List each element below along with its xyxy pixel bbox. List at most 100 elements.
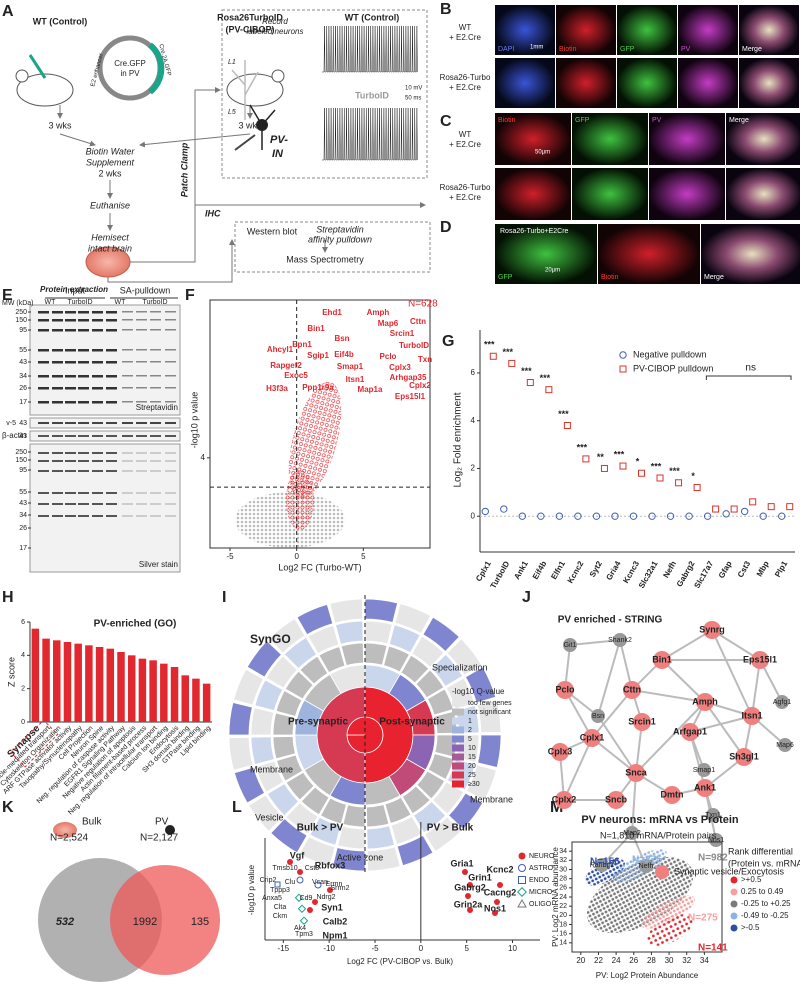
gene-label: Kcnc2	[486, 864, 513, 874]
blot-band	[150, 515, 161, 517]
legend-swatch	[655, 865, 669, 879]
blot-band	[52, 503, 63, 505]
x-tick-label: -5	[226, 552, 234, 561]
blot-band	[78, 401, 89, 404]
gene-label: Ehd1	[322, 308, 342, 317]
gene-label: Srrm2	[330, 885, 349, 892]
blot-band	[38, 319, 49, 322]
blot-band	[52, 422, 63, 424]
sunburst-segment	[285, 771, 315, 801]
micrograph	[678, 5, 738, 55]
x-tick-label: Ank1	[512, 559, 530, 581]
blot-band	[150, 492, 161, 494]
label: WT	[115, 299, 127, 306]
y-tick-label: 28	[559, 876, 567, 883]
label: Biotin Water	[86, 146, 136, 156]
node-label: Bsn	[592, 713, 604, 720]
legend-label: 0.25 to 0.49	[741, 887, 784, 896]
micrograph	[726, 113, 800, 165]
network-node	[625, 826, 639, 840]
x-tick-label: 20	[576, 956, 585, 965]
label: 150	[15, 457, 27, 464]
sunburst-segment	[477, 734, 502, 769]
significance: *	[636, 457, 640, 467]
network-edge	[569, 639, 621, 646]
x-tick-label: 34	[700, 956, 709, 965]
dot	[767, 503, 775, 511]
x-tick-label: Eif4b	[531, 559, 549, 581]
count-label: N=156	[590, 857, 620, 868]
label: PV: Log2 Protein Abundance	[596, 971, 699, 980]
blot-band	[106, 452, 117, 454]
legend-label: NEURO	[529, 853, 555, 860]
blot-band	[136, 492, 147, 494]
blot-band	[106, 387, 117, 390]
blot-band	[38, 401, 49, 404]
y-tick-label: 22	[559, 903, 567, 910]
count-label: N=275	[632, 855, 662, 866]
node-label: Snca	[625, 767, 648, 777]
gene-label: Ermn	[326, 881, 343, 888]
gene-label: Cttn	[410, 317, 426, 326]
legend-label: MICRO	[529, 889, 553, 896]
label: 55	[19, 489, 27, 496]
label: 150	[15, 317, 27, 324]
blot-band	[122, 470, 133, 472]
network-node	[735, 748, 753, 766]
gene-label: Itsn1	[346, 375, 365, 384]
sunburst-segment	[388, 624, 421, 654]
label: (PV-CIBOP)	[225, 24, 274, 34]
label: Bulk	[82, 817, 102, 828]
blot-band	[150, 401, 161, 403]
gene-label: Calb2	[323, 916, 348, 926]
gene-label: Nos1	[484, 903, 506, 913]
bar	[138, 658, 147, 722]
legend-label: ENDO	[529, 877, 550, 884]
node-label: Agfg1	[773, 699, 791, 706]
blot-band	[92, 311, 103, 314]
blot-band	[165, 460, 176, 462]
bar	[42, 638, 50, 722]
channel-label: Merge	[729, 117, 749, 124]
label: L1	[228, 59, 236, 66]
label: Rank differential	[728, 846, 793, 856]
label: Membrane	[470, 794, 513, 804]
sunburst-segment	[228, 736, 254, 771]
label: 55	[19, 347, 27, 354]
gene-label: Arhgap35	[390, 373, 427, 382]
dot	[675, 479, 683, 487]
y-tick-label: 0	[21, 719, 25, 726]
blot-band	[92, 375, 103, 378]
blot-band	[165, 492, 176, 494]
gene-label: Gabrg2	[454, 882, 486, 892]
blot-band	[165, 452, 176, 454]
bar	[85, 645, 93, 722]
label: v-5	[6, 420, 16, 427]
blot-band	[65, 515, 76, 517]
legend-swatch	[452, 717, 464, 725]
x-tick-label: 5	[464, 944, 469, 953]
gene-label: Anxa5	[262, 895, 282, 902]
channel-label: GFP	[620, 46, 635, 53]
panel-letter: I	[222, 589, 226, 606]
gene-label: Bsn	[334, 334, 349, 343]
legend-swatch	[452, 726, 464, 734]
x-tick-label: 10	[508, 944, 517, 953]
dot	[508, 359, 516, 367]
gene-label: Cacng2	[484, 887, 517, 897]
blot-band	[78, 515, 89, 517]
gene-label: Map1a	[358, 385, 383, 394]
dot	[778, 512, 786, 520]
gene-label: Grin1	[468, 872, 492, 882]
sunburst-segment	[366, 804, 390, 828]
sunburst-segment	[426, 688, 454, 716]
blot-band	[78, 319, 89, 322]
blot-band	[150, 361, 161, 363]
label: 34	[19, 373, 27, 380]
sunburst-segment	[255, 760, 285, 793]
sunburst-segment	[331, 847, 366, 872]
blot-band	[122, 492, 133, 494]
network-edge	[751, 659, 761, 717]
gene-label: Ckm	[273, 913, 288, 920]
bar	[149, 660, 157, 722]
